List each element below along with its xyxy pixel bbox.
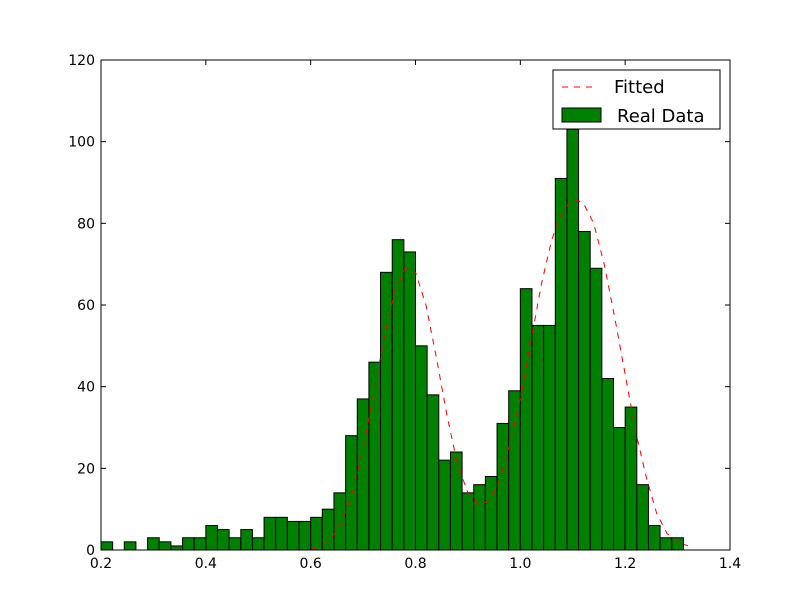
y-tick-label: 80: [77, 216, 95, 232]
histogram-bar: [554, 177, 568, 551]
histogram-bar: [578, 231, 591, 551]
histogram-bar: [345, 435, 358, 551]
histogram-bar: [147, 537, 160, 551]
histogram-bar: [216, 529, 230, 551]
histogram-bar: [380, 271, 393, 551]
x-tick-label: 1.4: [719, 556, 741, 572]
histogram-bar: [403, 251, 416, 551]
histogram-bar: [123, 541, 137, 551]
histogram-bar: [508, 390, 521, 551]
histogram-bar: [100, 541, 114, 551]
histogram-bar: [170, 545, 184, 551]
histogram-bar: [228, 537, 242, 551]
x-tick-label: 0.6: [300, 556, 322, 572]
x-tick-label: 0.2: [90, 556, 112, 572]
histogram-bar: [182, 537, 195, 551]
histogram-bar: [205, 525, 218, 551]
histogram-bar: [449, 451, 463, 551]
bars-group: [100, 128, 684, 551]
histogram-bar: [671, 537, 684, 551]
histogram-bar: [426, 394, 440, 551]
histogram-bar: [589, 267, 603, 551]
y-tick-label: 60: [77, 298, 95, 314]
histogram-bar: [193, 537, 207, 551]
histogram-bar: [613, 427, 626, 551]
legend-fitted-label: Fitted: [614, 77, 665, 98]
x-tick-label: 0.8: [404, 556, 426, 572]
histogram-bar: [531, 324, 545, 551]
histogram-bar: [519, 288, 533, 551]
histogram-bar: [636, 484, 649, 551]
histogram-bar: [415, 345, 428, 551]
histogram-bar: [601, 378, 615, 551]
histogram-bar: [251, 537, 265, 551]
histogram-bar: [473, 484, 486, 551]
histogram-bar: [240, 529, 253, 551]
histogram-bar: [659, 537, 673, 551]
histogram-bar: [356, 398, 370, 551]
histogram-bar: [496, 422, 510, 551]
histogram-bar: [566, 128, 580, 551]
histogram-bar: [333, 492, 347, 551]
x-tick-label: 1.2: [614, 556, 636, 572]
x-tick-label: 1.0: [509, 556, 531, 572]
histogram-bar: [158, 541, 172, 551]
histogram-bar: [543, 324, 556, 551]
histogram-bar: [263, 516, 277, 551]
histogram-bar: [310, 516, 323, 551]
y-tick-label: 40: [77, 380, 95, 396]
histogram-bar: [298, 520, 312, 551]
histogram-bar: [286, 520, 300, 551]
legend: Fitted Real Data: [552, 69, 721, 130]
y-tick-label: 20: [77, 461, 95, 477]
histogram-bar: [484, 476, 498, 551]
histogram-bar: [647, 525, 661, 551]
histogram-bar: [368, 361, 382, 551]
y-tick-label: 120: [68, 53, 95, 69]
axis-ticks: 0.2 0.4 0.6 0.8 1.0 1.2 1.4 0 20 40 60 80 100 120: [68, 53, 741, 572]
histogram-bar: [275, 516, 288, 551]
x-tick-label: 0.4: [195, 556, 217, 572]
histogram-bar: [438, 459, 451, 551]
y-tick-label: 100: [68, 135, 95, 151]
y-tick-label: 0: [86, 543, 95, 559]
fitted-curve: [300, 198, 689, 551]
legend-real-data-label: Real Data: [617, 106, 705, 127]
histogram-bar: [391, 239, 405, 551]
legend-real-data-swatch: [561, 107, 602, 123]
histogram-bar: [461, 492, 475, 551]
